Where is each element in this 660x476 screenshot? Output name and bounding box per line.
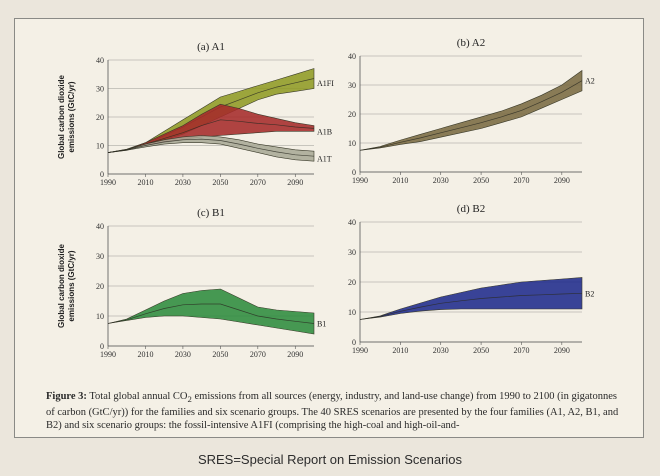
x-tick-label: 1990 — [100, 178, 116, 187]
x-tick-label: 2010 — [137, 350, 153, 359]
x-tick-label: 2030 — [433, 346, 449, 355]
y-tick-label: 10 — [348, 139, 356, 148]
x-tick-label: 1990 — [352, 346, 368, 355]
x-tick-label: 2010 — [137, 178, 153, 187]
x-tick-label: 2030 — [175, 350, 191, 359]
y-tick-label: 0 — [352, 338, 356, 347]
series-label-a1t: A1T — [317, 154, 332, 163]
x-tick-label: 2030 — [433, 176, 449, 185]
x-tick-label: 2050 — [212, 350, 228, 359]
y-tick-label: 30 — [96, 85, 104, 94]
y-tick-label: 10 — [96, 142, 104, 151]
x-tick-label: 2090 — [287, 178, 303, 187]
y-tick-label: 30 — [348, 248, 356, 257]
median-line-b2 — [359, 292, 583, 320]
y-tick-label: 40 — [348, 52, 356, 61]
x-tick-label: 2050 — [473, 346, 489, 355]
series-label-a2: A2 — [585, 77, 595, 86]
x-tick-label: 2030 — [175, 178, 191, 187]
x-tick-label: 2090 — [554, 176, 570, 185]
figure-frame — [14, 18, 644, 438]
y-tick-label: 0 — [352, 168, 356, 177]
caption-subscript: 2 — [187, 394, 192, 405]
slide-footer: SRES=Special Report on Emission Scenario… — [197, 452, 463, 467]
panel-title: (b) A2 — [457, 37, 485, 49]
x-tick-label: 2090 — [287, 350, 303, 359]
y-tick-label: 30 — [96, 252, 104, 261]
y-tick-label: 40 — [96, 222, 104, 231]
median-line-a1t — [107, 138, 315, 157]
panel-title: (c) B1 — [197, 207, 225, 219]
band-b1 — [107, 288, 315, 335]
y-tick-label: 0 — [100, 342, 104, 351]
y-axis-label: Global carbon dioxideemissions (GtC/yr) — [57, 243, 76, 328]
x-tick-label: 2050 — [473, 176, 489, 185]
x-tick-label: 2050 — [212, 178, 228, 187]
series-label-a1b: A1B — [317, 127, 332, 136]
series-label-b1: B1 — [317, 320, 326, 329]
x-tick-label: 2070 — [513, 346, 529, 355]
caption-label: Figure 3: — [46, 391, 87, 402]
caption-text-1: Total global annual CO — [86, 391, 188, 402]
band-a1t — [107, 135, 315, 162]
y-tick-label: 0 — [100, 170, 104, 179]
x-tick-label: 2090 — [554, 346, 570, 355]
band-a2 — [359, 69, 583, 151]
median-line-a2 — [359, 80, 583, 151]
y-axis-label: Global carbon dioxideemissions (GtC/yr) — [57, 74, 76, 159]
x-tick-label: 2010 — [392, 346, 408, 355]
y-tick-label: 20 — [348, 278, 356, 287]
series-label-b2: B2 — [585, 289, 594, 298]
y-tick-label: 40 — [96, 56, 104, 65]
median-line-b1 — [107, 303, 315, 324]
series-label-a1fi: A1FI — [317, 79, 334, 88]
x-tick-label: 1990 — [352, 176, 368, 185]
band-b2 — [359, 277, 583, 320]
y-tick-label: 40 — [348, 218, 356, 227]
y-tick-label: 30 — [348, 81, 356, 90]
y-tick-label: 10 — [348, 308, 356, 317]
panel-title: (d) B2 — [457, 203, 485, 215]
x-tick-label: 2010 — [392, 176, 408, 185]
x-tick-label: 2070 — [250, 178, 266, 187]
y-tick-label: 20 — [96, 282, 104, 291]
y-tick-label: 10 — [96, 312, 104, 321]
x-tick-label: 2070 — [250, 350, 266, 359]
x-tick-label: 1990 — [100, 350, 116, 359]
panel-title: (a) A1 — [197, 41, 225, 53]
y-tick-label: 20 — [96, 113, 104, 122]
figure-caption: Figure 3: Total global annual CO2 emissi… — [46, 390, 626, 432]
y-tick-label: 20 — [348, 110, 356, 119]
caption-text-2: emissions from all sources (energy, indu… — [46, 391, 619, 432]
x-tick-label: 2070 — [513, 176, 529, 185]
